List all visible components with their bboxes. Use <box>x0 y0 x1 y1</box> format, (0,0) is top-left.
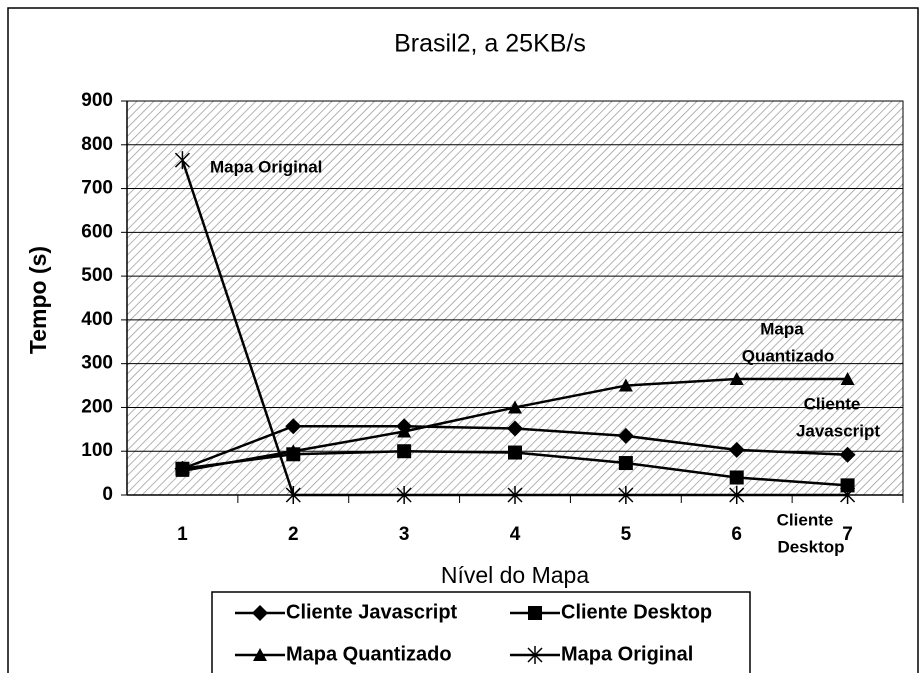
marker <box>508 445 522 460</box>
x-tick-label: 5 <box>621 524 632 545</box>
marker <box>253 648 267 661</box>
annotation: Cliente <box>777 510 834 529</box>
x-tick-label: 6 <box>731 524 742 545</box>
y-tick-label: 700 <box>81 178 113 199</box>
y-tick-label: 400 <box>81 309 113 330</box>
marker <box>285 486 301 504</box>
annotation: Cliente <box>804 394 861 413</box>
y-axis-label: Tempo (s) <box>25 246 51 354</box>
marker <box>728 441 745 458</box>
marker <box>729 486 745 504</box>
marker <box>839 446 856 463</box>
marker <box>508 400 522 414</box>
y-tick-label: 100 <box>81 440 113 461</box>
x-tick-label: 1 <box>177 524 188 545</box>
marker <box>617 427 634 444</box>
marker <box>252 605 268 621</box>
marker <box>397 444 412 459</box>
marker <box>396 486 412 504</box>
annotation: Javascript <box>796 421 880 440</box>
chart-title: Brasil2, a 25KB/s <box>394 30 586 58</box>
y-tick-label: 0 <box>102 484 113 505</box>
x-tick-label: 3 <box>399 524 410 545</box>
annotation: Quantizado <box>742 346 835 365</box>
marker <box>527 646 543 664</box>
marker <box>528 606 542 620</box>
marker <box>840 371 855 385</box>
x-tick-label: 4 <box>510 524 521 545</box>
marker <box>618 378 633 392</box>
legend <box>211 591 751 673</box>
legend-label: Cliente Desktop <box>561 601 712 623</box>
x-axis-label: Nível do Mapa <box>441 562 590 588</box>
y-tick-label: 900 <box>81 90 113 111</box>
marker <box>618 486 634 504</box>
legend-label: Mapa Original <box>561 643 693 665</box>
legend-label: Mapa Quantizado <box>286 643 452 665</box>
marker <box>729 371 744 385</box>
annotation: Mapa Original <box>210 157 322 176</box>
marker <box>507 420 523 437</box>
marker <box>618 456 633 471</box>
legend-label: Cliente Javascript <box>286 601 458 623</box>
marker <box>285 418 302 435</box>
y-tick-label: 200 <box>81 396 113 417</box>
x-tick-label: 2 <box>288 524 299 545</box>
y-tick-label: 800 <box>81 134 113 155</box>
x-tick-label: 7 <box>842 524 853 545</box>
y-tick-label: 600 <box>81 221 113 242</box>
marker <box>174 151 190 170</box>
marker <box>397 424 412 438</box>
marker <box>729 470 744 485</box>
marker <box>175 463 190 477</box>
marker <box>507 486 523 504</box>
annotation: Desktop <box>777 537 844 556</box>
marker <box>286 444 301 458</box>
annotation: Mapa <box>760 319 804 338</box>
marker <box>840 478 855 493</box>
marker <box>840 486 856 504</box>
y-tick-label: 300 <box>81 353 113 374</box>
y-tick-label: 500 <box>81 265 113 286</box>
